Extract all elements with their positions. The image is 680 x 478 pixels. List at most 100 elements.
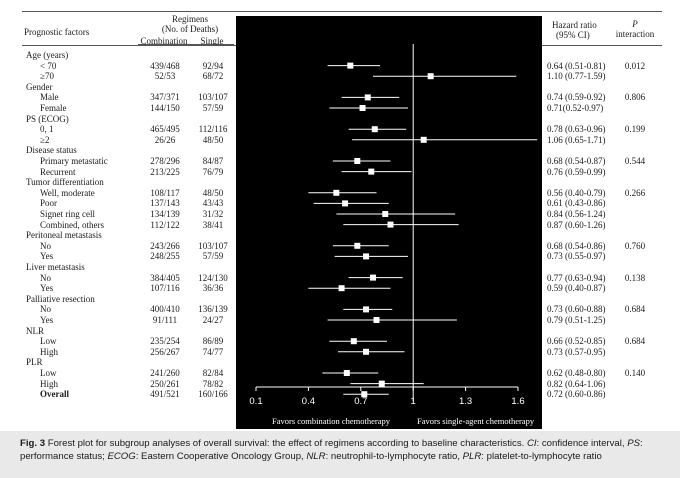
subgroup-label: Female [40, 103, 67, 113]
caption-ps-def: : performance status; [20, 438, 643, 462]
hazard-ratio-text: 1.06 (0.65-1.71) [547, 134, 606, 145]
hazard-ratio-marker [373, 317, 380, 323]
x-tick-label: 0.1 [249, 396, 262, 407]
combination-deaths: 241/260 [150, 368, 180, 378]
caption-text: Forest plot for subgroup analyses of ove… [45, 438, 527, 449]
header-combination: Combination [140, 36, 188, 46]
single-deaths: 84/87 [202, 156, 224, 166]
caption-nlr-abbr: NLR [306, 451, 326, 462]
subgroup-label: Low [40, 368, 57, 378]
header-no-of-deaths: (No. of Deaths) [161, 24, 219, 34]
combination-deaths: 137/143 [150, 198, 180, 209]
caption-ecog-abbr: ECOG [107, 451, 136, 462]
hazard-ratio-marker [368, 168, 375, 175]
single-deaths: 57/59 [202, 251, 224, 262]
table-top-rule [22, 11, 662, 12]
single-deaths: 76/79 [202, 166, 224, 177]
p-interaction: 0.012 [624, 60, 646, 71]
p-interaction: 0.760 [624, 240, 646, 251]
hazard-ratio-text: 0.71(0.52-0.97) [547, 103, 604, 113]
subgroup-label: < 70 [40, 60, 57, 71]
hazard-ratio-text: 0.76 (0.59-0.99) [547, 166, 606, 177]
overall-label: Overall [40, 389, 69, 400]
p-interaction: 0.199 [624, 124, 646, 135]
hazard-ratio-marker [420, 136, 427, 143]
combination-deaths: 91/111 [152, 315, 178, 325]
x-tick-label: 1.6 [511, 396, 524, 407]
hazard-ratio-marker [343, 370, 350, 376]
hazard-ratio-marker [354, 242, 361, 249]
hazard-ratio-text: 0.78 (0.63-0.96) [547, 124, 606, 135]
hazard-ratio-text: 0.66 (0.52-0.85) [547, 336, 606, 347]
header-hazard-ratio: Hazard ratio [552, 20, 597, 30]
x-tick-label: 0.4 [302, 396, 315, 407]
combination-deaths: 248/255 [150, 251, 180, 262]
subgroup-label: Yes [40, 251, 54, 262]
group-label: Age (years) [26, 50, 69, 60]
group-label: Tumor differentiation [26, 177, 104, 188]
hazard-ratio-text: 0.68 (0.54-0.86) [547, 240, 606, 251]
subgroup-label: Yes [40, 315, 54, 325]
hazard-ratio-marker [363, 348, 370, 355]
combination-deaths: 243/266 [150, 240, 180, 251]
x-tick-label: 1 [411, 396, 416, 407]
forest-plot-panel: 0.1 0.4 0.7 1 1.3 1.6 Favors combination chemo… [236, 16, 542, 429]
hazard-ratio-marker [382, 211, 389, 217]
hazard-ratio-text: 0.72 (0.60-0.86) [547, 389, 606, 400]
p-interaction: 0.140 [624, 368, 646, 378]
hazard-ratio-marker [354, 158, 361, 164]
hazard-ratio-text: 0.61 (0.43-0.86) [547, 198, 606, 209]
p-interaction: 0.544 [624, 156, 646, 166]
group-label: Gender [26, 81, 53, 92]
favors-single-agent-label: Favors single-agent chemotherapy [417, 416, 535, 426]
favors-combination-label: Favors combination chemotherapy [272, 416, 391, 426]
combination-deaths: 144/150 [150, 103, 180, 113]
group-label: Liver metastasis [26, 262, 85, 272]
hazard-ratio-text: 1.10 (0.77-1.59) [547, 71, 606, 82]
single-deaths: 68/72 [202, 71, 224, 82]
combination-deaths: 112/122 [150, 219, 180, 230]
hazard-ratio-marker [427, 73, 434, 80]
combination-deaths: 107/116 [150, 283, 180, 294]
single-deaths: 48/50 [202, 187, 224, 198]
subgroup-label: No [40, 304, 51, 315]
hazard-ratio-marker [361, 391, 368, 398]
combination-deaths: 256/267 [150, 346, 180, 357]
single-deaths: 92/94 [202, 60, 224, 71]
hazard-ratio-text: 0.87 (0.60-1.26) [547, 219, 606, 230]
subgroup-label: Male [40, 92, 59, 103]
combination-deaths: 384/405 [150, 272, 180, 283]
single-deaths: 136/139 [198, 304, 228, 315]
caption-nlr-def: : neutrophil-to-lymphocyte ratio, [325, 451, 463, 462]
hazard-ratio-text: 0.74 (0.59-0.92) [547, 92, 606, 103]
group-label: Peritoneal metastasis [26, 230, 102, 241]
subgroup-label: High [40, 378, 58, 389]
hazard-ratio-marker [370, 274, 377, 281]
subgroup-label: Low [40, 336, 57, 347]
hazard-ratio-text: 0.64 (0.51-0.81) [547, 60, 606, 71]
caption-figure-number: Fig. 3 [20, 438, 46, 449]
hazard-ratio-marker [350, 338, 357, 345]
subgroup-label: Signet ring cell [40, 209, 95, 219]
group-label: Palliative resection [26, 293, 95, 304]
p-interaction: 0.266 [624, 187, 646, 198]
caption-plr-def: : platelet-to-lymphocyte ratio [481, 451, 602, 462]
single-deaths: 112/116 [198, 124, 228, 135]
subgroup-label: Well, moderate [40, 187, 95, 198]
group-label: Disease status [26, 145, 77, 156]
single-deaths: 38/41 [202, 219, 224, 230]
hazard-ratio-marker [364, 94, 371, 101]
combination-deaths: 250/261 [150, 378, 180, 389]
hazard-ratio-text: 0.82 (0.64-1.06) [547, 378, 606, 389]
combination-deaths: 108/117 [150, 187, 180, 198]
caption-plr-abbr: PLR [462, 451, 482, 462]
subgroup-label: Primary metastatic [40, 156, 108, 166]
hazard-ratio-marker [371, 126, 378, 133]
subgroup-label: No [40, 272, 51, 283]
hazard-ratio-marker [333, 189, 340, 196]
caption-ci-def: : confidence interval, [536, 438, 628, 449]
hazard-ratio-marker [338, 285, 345, 292]
hazard-ratio-marker [342, 200, 349, 207]
header-p: P [632, 19, 638, 29]
p-interaction: 0.806 [624, 92, 646, 103]
